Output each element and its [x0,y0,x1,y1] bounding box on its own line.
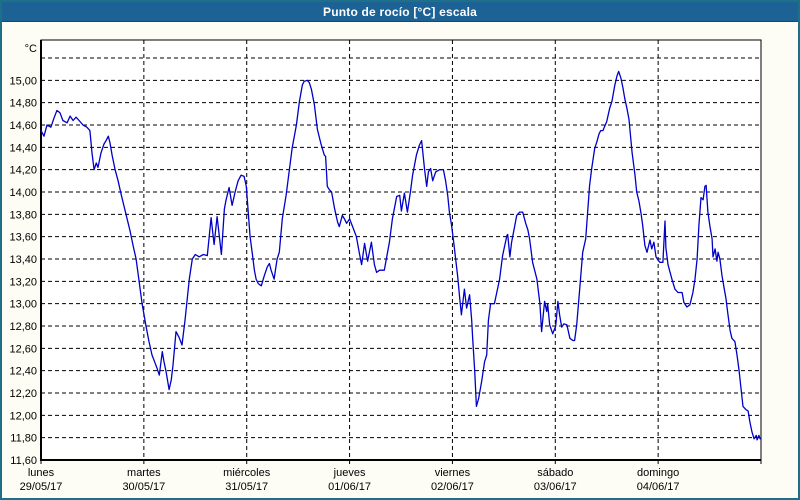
title-bar: Punto de rocío [°C] escala [2,2,798,22]
x-day-label: martes [127,467,161,479]
chart-area: 15,00 14,80 14,60 14,40 14,20 14,00 13,80 13,60… [2,22,798,498]
y-tick-label: 11,60 [10,455,37,467]
x-date-label: 04/06/17 [637,481,680,493]
x-date-label: 31/05/17 [225,481,268,493]
y-tick-label: 14,60 [9,120,37,132]
y-tick-label: 12,00 [9,410,37,422]
y-tick-label: 13,60 [9,232,37,244]
chart-title: Punto de rocío [°C] escala [322,4,478,19]
x-date-label: 30/05/17 [122,481,165,493]
x-tick-labels: lunes 29/05/17 martes 30/05/17 miércoles 31/0… [20,460,680,493]
y-tick-label: 14,20 [9,165,37,177]
x-day-label: viernes [435,467,471,479]
x-date-label: 02/06/17 [431,481,474,493]
x-date-label: 29/05/17 [20,481,63,493]
plot-background [41,40,761,460]
gridlines [41,40,761,460]
y-tick-label: 15,00 [9,75,37,87]
y-tick-label: 14,80 [9,98,37,110]
y-tick-label: 13,40 [9,254,37,266]
y-tick-label: 12,40 [9,366,37,378]
x-day-label: domingo [637,467,679,479]
y-tick-label: 12,20 [9,388,37,400]
y-tick-label: 13,00 [9,299,37,311]
y-tick-label: 13,20 [9,276,37,288]
y-axis-unit-label: °C [25,43,37,55]
y-tick-label: 14,00 [9,187,37,199]
dew-point-chart: 15,00 14,80 14,60 14,40 14,20 14,00 13,80 13,60… [9,39,762,493]
y-tick-label: 12,60 [9,343,37,355]
y-tick-labels: 15,00 14,80 14,60 14,40 14,20 14,00 13,80 13,60… [9,75,37,467]
y-tick-label: 11,80 [10,433,37,445]
x-day-label: miércoles [223,467,271,479]
dew-point-line [40,70,761,441]
y-tick-label: 14,40 [9,142,37,154]
x-day-label: lunes [28,467,55,479]
y-tick-label: 12,80 [9,321,37,333]
x-date-label: 03/06/17 [534,481,577,493]
x-date-label: 01/06/17 [328,481,371,493]
y-tick-label: 13,80 [9,209,37,221]
x-day-label: sábado [537,467,573,479]
x-day-label: jueves [333,467,366,479]
